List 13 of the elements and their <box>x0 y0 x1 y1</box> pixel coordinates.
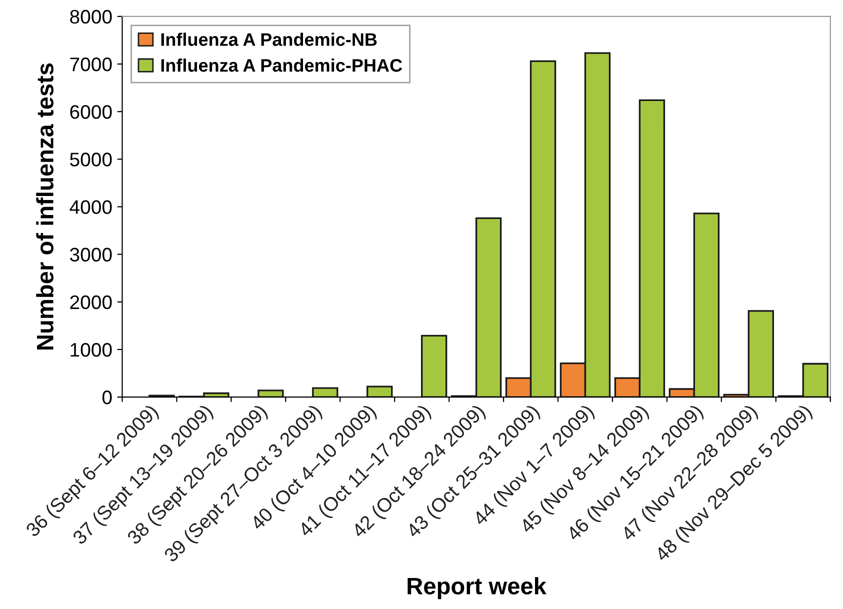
legend-label: Influenza A Pandemic-PHAC <box>161 58 402 72</box>
y-tick-label: 7000 <box>70 57 112 72</box>
y-tick-label: 3000 <box>70 248 112 262</box>
y-tick-label: 1000 <box>70 342 112 357</box>
y-tick-label: 2000 <box>70 295 112 310</box>
y-axis-title: Number of influenza tests <box>36 63 54 350</box>
y-tick-label: 4000 <box>70 200 112 214</box>
x-axis-title: Report week <box>408 577 547 600</box>
y-tick-label: 0 <box>102 390 112 404</box>
legend-label: Influenza A Pandemic-NB <box>161 32 377 46</box>
y-tick-label: 8000 <box>70 10 112 24</box>
y-tick-label: 5000 <box>70 152 112 166</box>
y-tick-label: 6000 <box>70 105 112 119</box>
